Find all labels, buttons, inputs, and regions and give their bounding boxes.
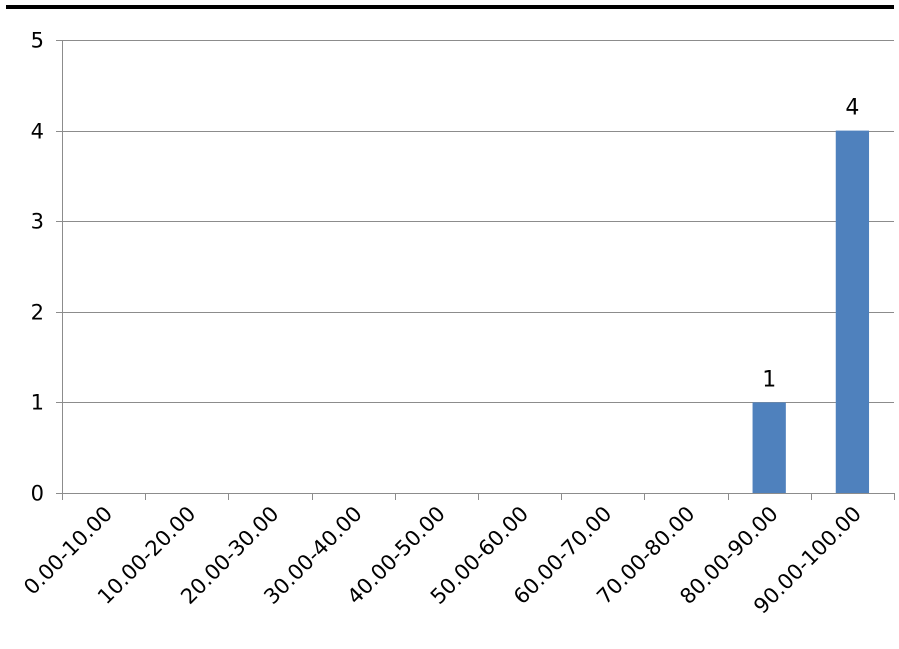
y-tick-label: 2 [31,301,44,325]
y-tick-label: 1 [31,391,44,415]
data-label: 1 [762,367,776,392]
bar-80.00-90.00 [752,402,786,493]
y-tick-label: 5 [31,29,44,53]
gridlines [62,40,894,403]
labels: 0123450.00-10.0010.00-20.0020.00-30.0030… [19,29,866,619]
top-rule-divider [6,5,894,9]
data-label: 4 [845,96,859,121]
y-tick-label: 4 [31,120,44,144]
axes [56,40,895,500]
y-tick-label: 0 [31,482,44,506]
bar-90.00-100.00 [835,130,870,493]
bars [752,130,870,493]
y-tick-label: 3 [31,210,44,234]
